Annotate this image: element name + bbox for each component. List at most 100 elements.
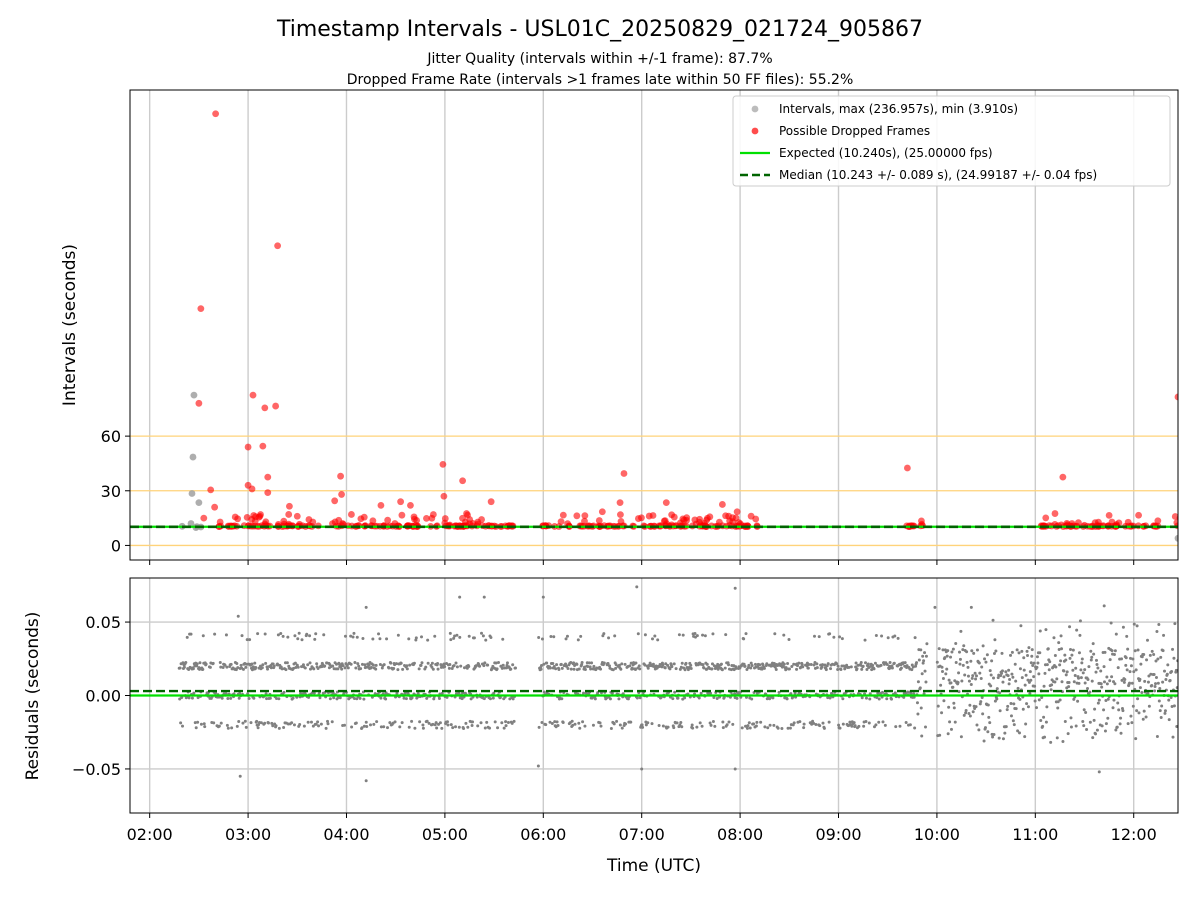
residual-point <box>297 631 301 635</box>
residual-point <box>1089 658 1093 662</box>
residual-point <box>1165 672 1169 676</box>
residual-point <box>357 664 361 668</box>
residual-point <box>302 724 306 728</box>
residual-point <box>715 696 719 700</box>
residual-point <box>237 719 241 723</box>
residual-point <box>812 721 816 725</box>
residual-point <box>1006 674 1010 678</box>
residual-point <box>1150 649 1154 653</box>
residual-point <box>1094 658 1098 662</box>
residual-point <box>1125 634 1129 638</box>
residual-point <box>265 697 269 701</box>
residual-point <box>1030 654 1034 658</box>
residual-point <box>1040 696 1044 700</box>
residual-point <box>817 635 821 639</box>
residual-point <box>1106 716 1110 720</box>
residual-point <box>554 667 558 671</box>
residual-point <box>971 710 975 714</box>
residual-point <box>773 632 777 636</box>
residual-point <box>634 661 638 665</box>
residual-point <box>425 719 429 723</box>
residual-point <box>255 719 259 723</box>
residual-point <box>1095 663 1099 667</box>
dropped-frame-point <box>581 517 588 525</box>
residual-point <box>1161 649 1165 653</box>
dropped-frame-point <box>903 464 911 472</box>
dropped-frame-point <box>439 460 447 468</box>
residual-point <box>458 635 462 639</box>
residual-point <box>410 696 414 700</box>
residual-point <box>187 696 191 700</box>
residual-point <box>725 723 729 727</box>
residual-point <box>676 696 680 700</box>
residual-point <box>243 719 247 723</box>
residual-point <box>486 663 490 667</box>
dropped-frame-point <box>211 503 219 511</box>
residual-point <box>1090 679 1094 683</box>
residual-point <box>974 705 978 709</box>
residual-point <box>1092 652 1096 656</box>
residual-point <box>1035 655 1039 659</box>
residual-point <box>334 662 338 666</box>
residual-point <box>236 666 240 670</box>
residual-point <box>876 691 880 695</box>
residual-point <box>1097 698 1101 702</box>
residual-point <box>542 690 546 694</box>
dropped-frame-point <box>478 516 485 523</box>
residual-point <box>300 638 304 642</box>
residual-point <box>555 663 559 667</box>
dropped-frame-point <box>360 513 368 521</box>
legend-marker <box>751 127 759 135</box>
residual-point <box>1162 633 1166 637</box>
residual-point <box>479 631 483 635</box>
residual-point <box>957 690 961 694</box>
residual-point <box>670 665 674 669</box>
residual-point <box>457 725 461 729</box>
residual-point <box>201 667 205 671</box>
residual-point <box>1114 632 1118 636</box>
residual-point <box>826 696 830 700</box>
dropped-frame-point <box>423 514 430 522</box>
residual-point <box>586 664 590 668</box>
residual-point <box>721 726 725 730</box>
residual-point <box>893 634 897 638</box>
residual-point <box>637 664 641 668</box>
residual-point <box>483 726 487 730</box>
residual-point <box>305 632 309 636</box>
residual-point <box>1072 680 1076 684</box>
residual-point <box>864 696 868 700</box>
residual-point <box>224 692 228 696</box>
residual-point <box>1049 688 1053 692</box>
residual-point <box>1068 656 1072 660</box>
residual-point <box>744 724 748 728</box>
residual-point <box>1023 735 1027 739</box>
residual-point <box>752 722 756 726</box>
residual-point <box>254 665 258 669</box>
residual-point <box>1070 653 1074 657</box>
residual-point <box>986 730 990 734</box>
residual-point <box>583 667 587 671</box>
dropped-frame-point <box>752 515 760 523</box>
residual-point <box>201 634 205 638</box>
residual-point <box>493 720 497 724</box>
dropped-frame-point <box>581 512 589 520</box>
dropped-frame-point <box>200 514 208 522</box>
residual-point <box>1078 619 1082 623</box>
residual-point <box>947 705 951 709</box>
dropped-frame-point <box>274 242 282 250</box>
residual-point <box>843 667 847 671</box>
residual-point <box>559 662 563 666</box>
dropped-frame-point <box>1059 473 1067 481</box>
dropped-frame-point <box>398 511 406 519</box>
residual-point <box>203 725 207 729</box>
residual-point <box>353 660 357 664</box>
residual-point <box>1000 651 1004 655</box>
dropped-frame-point <box>369 517 377 525</box>
residual-point <box>1168 679 1172 683</box>
residual-point <box>312 691 316 695</box>
residual-point <box>421 726 425 730</box>
residual-point <box>712 696 716 700</box>
residual-point <box>933 605 937 609</box>
residual-point <box>504 720 508 724</box>
residual-point <box>610 691 614 695</box>
